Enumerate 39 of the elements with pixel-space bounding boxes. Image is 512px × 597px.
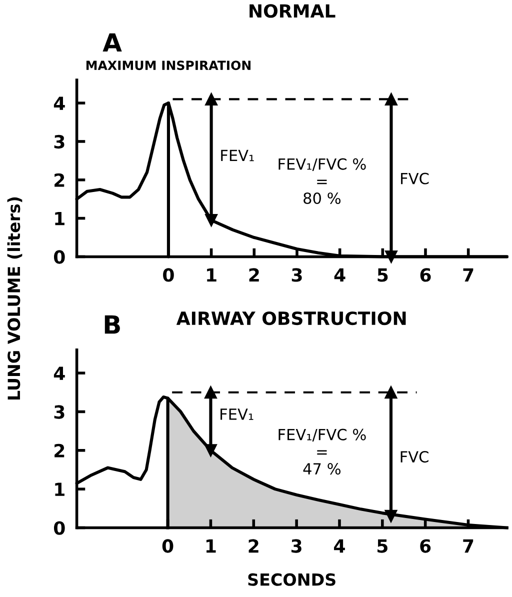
y-axis-title: LUNG VOLUME (liters) [7, 197, 22, 400]
x-tick-label: 0 [162, 539, 174, 553]
x-tick-label: 7 [463, 539, 474, 553]
annotation: MAXIMUM INSPIRATION [86, 60, 250, 70]
annotation: FVC [400, 451, 428, 463]
x-axis-title: SECONDS [248, 573, 336, 586]
y-tick-label: 1 [55, 482, 64, 496]
x-tick-label: 7 [463, 268, 474, 282]
x-tick-label: 4 [334, 268, 346, 282]
x-tick-label: 1 [206, 539, 216, 553]
x-tick-label: 3 [291, 539, 302, 553]
chart-title: NORMAL [250, 4, 336, 18]
x-tick-label: 4 [334, 539, 345, 553]
y-tick-label: 2 [54, 444, 64, 458]
x-tick-label: 2 [248, 539, 258, 553]
chart-title: AIRWAY OBSTRUCTION [176, 311, 406, 326]
annotation: FEV₁/FVC % = 47 % [278, 428, 366, 475]
x-tick-label: 5 [378, 539, 388, 553]
annotation: FEV₁/FVC % = 80 % [278, 158, 366, 204]
y-tick-label: 3 [54, 405, 64, 419]
x-tick-label: 1 [207, 268, 216, 282]
x-tick-label: 2 [249, 268, 259, 282]
annotation: FEV₁ [221, 150, 254, 162]
y-tick-label: 4 [54, 96, 65, 110]
y-tick-label: 1 [55, 212, 64, 226]
annotation: FVC [401, 172, 429, 184]
x-tick-label: 5 [378, 268, 388, 282]
y-tick-label: 2 [54, 173, 64, 187]
x-tick-label: 6 [420, 268, 431, 282]
annotation: FEV₁ [220, 408, 254, 420]
x-tick-label: 0 [163, 268, 174, 282]
text: A [102, 33, 122, 52]
y-tick-label: 0 [54, 250, 65, 264]
y-tick-label: 4 [54, 366, 65, 380]
y-tick-label: 0 [54, 521, 65, 535]
x-tick-label: 3 [292, 268, 302, 282]
text: B [104, 315, 120, 334]
y-tick-label: 3 [54, 134, 64, 149]
x-tick-label: 6 [420, 539, 431, 553]
